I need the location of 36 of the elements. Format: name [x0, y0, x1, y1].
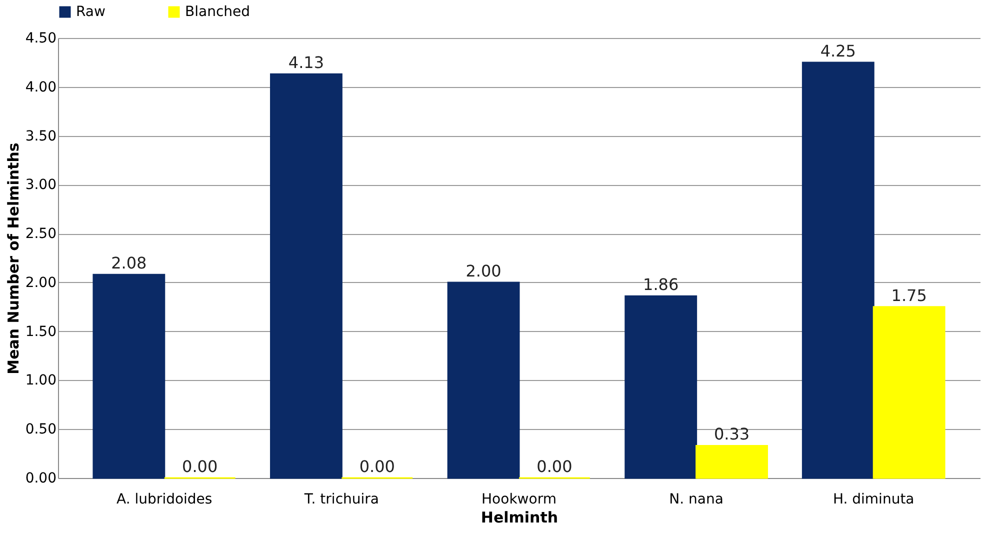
y-tick-label: 4.00 — [25, 79, 56, 96]
y-tick-label: 3.50 — [25, 128, 56, 144]
y-axis-title: Mean Number of Helminths — [4, 142, 22, 374]
x-tick-label: Hookworm — [482, 492, 556, 508]
y-tick-label: 2.50 — [25, 226, 56, 242]
x-tick-label: T. trichuira — [303, 492, 379, 508]
y-tick-label: 4.50 — [25, 30, 56, 46]
bar — [447, 282, 520, 479]
y-tick-label: 3.00 — [25, 177, 56, 194]
x-tick-label: A. lubridoides — [116, 492, 212, 508]
y-tick-label: 1.00 — [25, 372, 56, 389]
bar — [872, 306, 946, 479]
data-label: 2.00 — [466, 261, 502, 280]
data-label: 4.13 — [288, 53, 324, 72]
x-tick-label: H. diminuta — [832, 492, 914, 508]
data-label: 0.33 — [714, 424, 750, 444]
data-label: 0.00 — [359, 457, 395, 476]
data-label: 1.75 — [891, 286, 927, 305]
x-axis-title: Helminth — [480, 508, 558, 526]
y-tick-label: 1.50 — [25, 324, 56, 340]
legend-label: Blanched — [185, 4, 250, 20]
data-label: 4.25 — [820, 41, 856, 60]
data-label: 0.00 — [536, 457, 572, 476]
data-label: 2.08 — [111, 254, 147, 273]
y-tick-label: 0.50 — [25, 422, 56, 438]
bar — [696, 444, 768, 479]
y-tick-label: 2.00 — [25, 274, 56, 291]
legend-label: Raw — [76, 4, 106, 20]
x-tick-label: N. nana — [669, 492, 724, 508]
data-label: 0.00 — [182, 457, 218, 476]
bar — [92, 274, 166, 479]
y-tick-label: 0.00 — [25, 470, 56, 486]
bar — [802, 62, 874, 479]
bar — [624, 295, 698, 479]
bar — [270, 73, 342, 479]
data-label: 1.86 — [643, 275, 679, 294]
